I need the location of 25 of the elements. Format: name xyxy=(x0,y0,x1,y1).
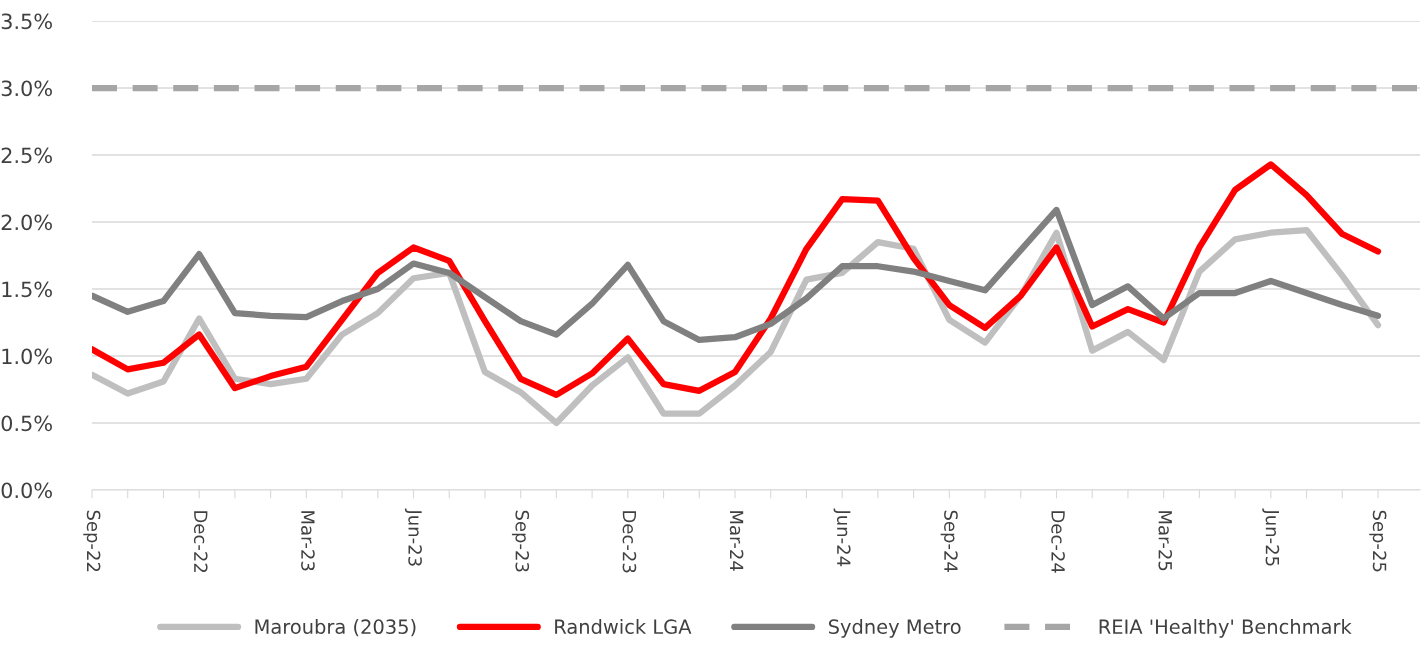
y-tick-label: 0.5% xyxy=(1,415,52,432)
legend-label: Maroubra (2035) xyxy=(255,618,416,637)
y-tick-label: 2.5% xyxy=(1,147,52,164)
x-tick-label: Jun-24 xyxy=(833,508,851,567)
x-tick-label: Dec-24 xyxy=(1051,511,1065,573)
x-tick-label: Mar-23 xyxy=(301,511,315,571)
x-tick-label: Dec-23 xyxy=(622,511,637,573)
legend-label: REIA 'Healthy' Benchmark xyxy=(1099,618,1352,638)
y-tick-label: 1.5% xyxy=(2,281,52,298)
y-tick-label: 3.0% xyxy=(1,80,52,97)
y-tick-label: 1.0% xyxy=(2,348,52,365)
x-tick-label: Dec-22 xyxy=(193,511,208,573)
x-tick-label: Mar-24 xyxy=(729,511,744,571)
x-tick-label: Jun-25 xyxy=(1262,508,1280,566)
y-tick-label: 3.5% xyxy=(1,13,52,30)
x-tick-label: Jun-23 xyxy=(404,508,422,566)
x-tick-label: Sep-24 xyxy=(940,510,958,572)
x-tick-label: Sep-23 xyxy=(511,510,530,572)
x-tick-label: Mar-25 xyxy=(1158,511,1173,571)
x-tick-label: Sep-22 xyxy=(83,510,101,572)
x-tick-label: Sep-25 xyxy=(1369,510,1387,572)
legend-label: Randwick LGA xyxy=(555,618,692,635)
legend-label: Sydney Metro xyxy=(828,618,961,638)
y-tick-label: 2.0% xyxy=(1,214,52,231)
y-tick-label: 0.0% xyxy=(1,482,52,499)
